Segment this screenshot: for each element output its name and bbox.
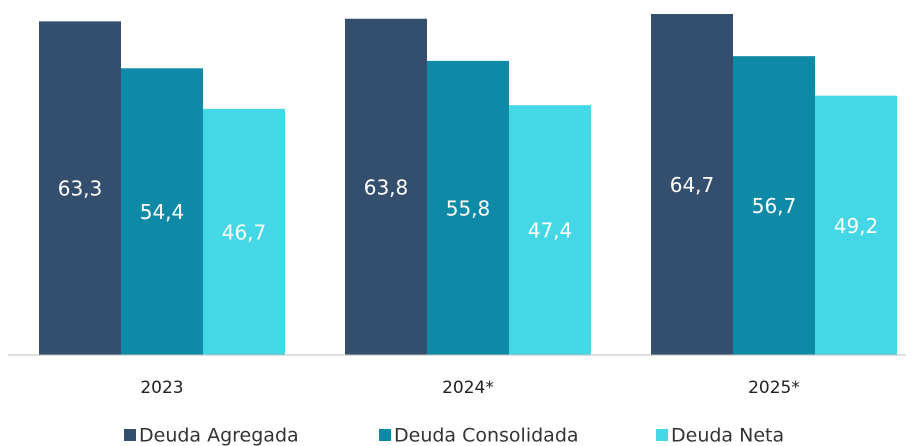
legend-swatch bbox=[656, 429, 668, 441]
bar bbox=[733, 56, 815, 356]
value-label: 49,2 bbox=[834, 214, 879, 238]
legend-label: Deuda Agregada bbox=[139, 425, 299, 446]
bar bbox=[427, 60, 509, 356]
value-label: 55,8 bbox=[446, 196, 491, 220]
legend-label: Deuda Consolidada bbox=[394, 425, 579, 446]
bar bbox=[121, 68, 203, 355]
value-label: 47,4 bbox=[528, 219, 573, 243]
legend-swatch bbox=[379, 429, 391, 441]
value-label: 56,7 bbox=[752, 194, 797, 218]
bar bbox=[509, 105, 591, 355]
x-tick-label: 2025* bbox=[748, 378, 800, 398]
bar bbox=[651, 14, 733, 355]
bar bbox=[815, 95, 897, 355]
bar bbox=[203, 108, 285, 355]
value-label: 54,4 bbox=[140, 200, 185, 224]
legend-swatch bbox=[124, 429, 136, 441]
value-label: 63,3 bbox=[58, 177, 103, 201]
bar bbox=[345, 18, 427, 355]
value-label: 46,7 bbox=[222, 220, 267, 244]
legend-label: Deuda Neta bbox=[671, 425, 784, 446]
value-label: 63,8 bbox=[364, 175, 409, 199]
bar bbox=[39, 21, 121, 356]
value-label: 64,7 bbox=[670, 173, 715, 197]
x-tick-label: 2024* bbox=[442, 378, 494, 398]
x-tick-label: 2023 bbox=[140, 378, 183, 398]
